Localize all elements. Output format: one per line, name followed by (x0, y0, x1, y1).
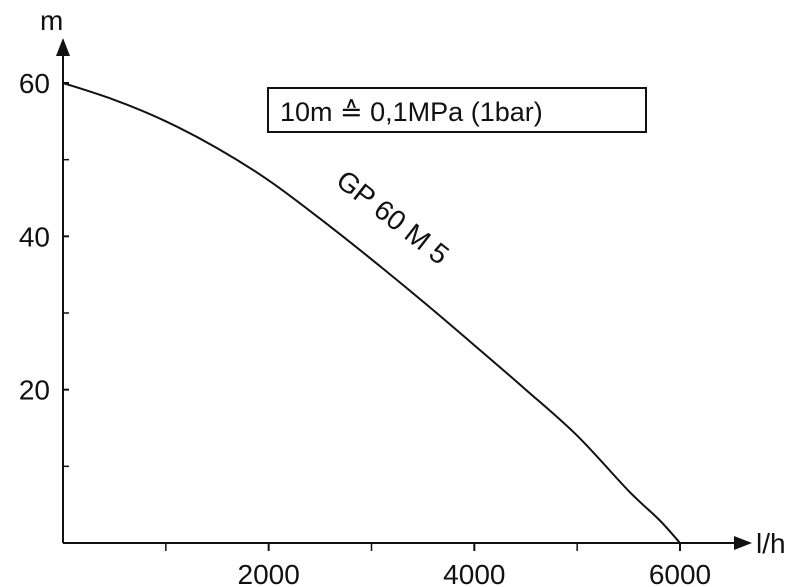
annotation-frame (267, 87, 647, 133)
y-tick-label: 20 (19, 375, 50, 406)
x-tick-label: 2000 (238, 559, 300, 587)
x-axis-unit: l/h (756, 528, 786, 559)
series: GP 60 M 5 (62, 82, 681, 544)
y-tick-label: 40 (19, 221, 50, 252)
annotation-text: 10m ≙ 0,1MPa (1bar) (280, 97, 543, 127)
x-tick-label: 6000 (649, 559, 711, 587)
series-line (62, 82, 681, 544)
y-tick-label: 60 (19, 68, 50, 99)
y-axis-arrow-icon (56, 38, 70, 56)
annotation-box: 10m ≙ 0,1MPa (1bar) (267, 87, 647, 133)
tick-labels: 2000 4000 6000 20 40 60 (19, 68, 711, 587)
y-axis-unit: m (40, 5, 63, 36)
x-tick-label: 4000 (443, 559, 505, 587)
axes: m l/h (40, 5, 786, 559)
ticks (63, 82, 681, 551)
x-axis-arrow-icon (734, 536, 752, 550)
series-label: GP 60 M 5 (331, 164, 455, 271)
